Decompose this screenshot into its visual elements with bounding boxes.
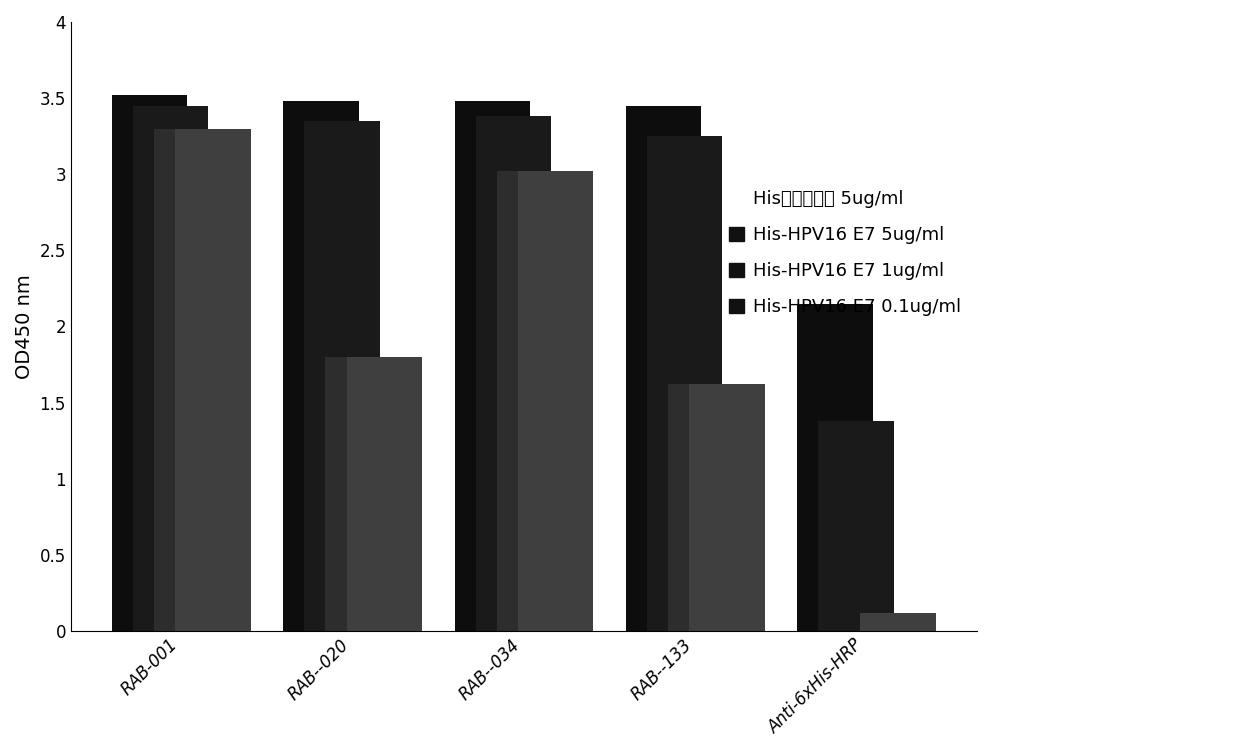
Bar xyxy=(154,129,229,631)
Bar xyxy=(647,136,723,631)
Bar xyxy=(112,95,187,631)
Bar xyxy=(668,384,744,631)
Bar xyxy=(797,304,873,631)
Bar xyxy=(497,171,572,631)
Bar xyxy=(818,421,894,631)
Bar xyxy=(325,357,401,631)
Bar xyxy=(455,102,529,631)
Bar xyxy=(861,613,936,631)
Bar xyxy=(346,357,422,631)
Y-axis label: OD450 nm: OD450 nm xyxy=(15,274,33,379)
Bar xyxy=(689,384,765,631)
Bar xyxy=(133,106,208,631)
Bar xyxy=(304,121,379,631)
Bar xyxy=(518,171,593,631)
Legend: His不相关蛋白 5ug/ml, His-HPV16 E7 5ug/ml, His-HPV16 E7 1ug/ml, His-HPV16 E7 0.1ug/ml: His不相关蛋白 5ug/ml, His-HPV16 E7 5ug/ml, Hi… xyxy=(722,183,968,323)
Bar xyxy=(476,117,551,631)
Bar xyxy=(626,106,701,631)
Bar xyxy=(283,102,358,631)
Bar xyxy=(175,129,250,631)
